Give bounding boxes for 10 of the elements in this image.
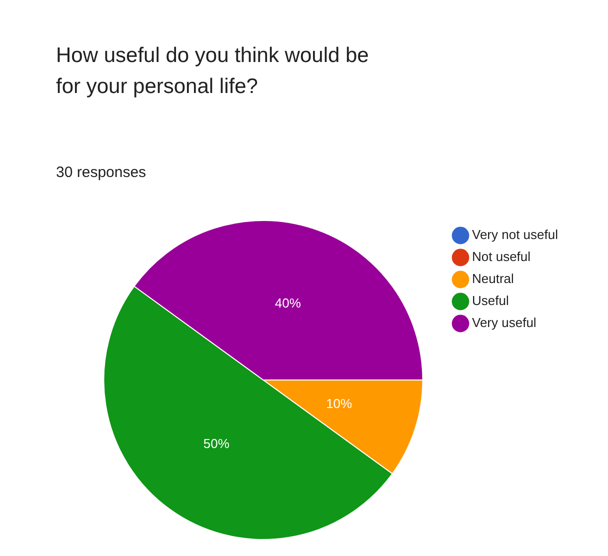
data-label: 10%: [326, 396, 353, 412]
data-label: 50%: [203, 436, 230, 452]
legend-label: Neutral: [472, 271, 514, 286]
legend-label: Very useful: [472, 315, 536, 330]
legend-label: Not useful: [472, 249, 531, 264]
legend-label: Very not useful: [472, 227, 558, 242]
chart-subtitle: 30 responses: [56, 164, 146, 181]
chart-title: How useful do you think would be for your personal life?: [56, 43, 370, 100]
legend-label: Useful: [472, 293, 509, 308]
data-label: 40%: [274, 296, 302, 311]
